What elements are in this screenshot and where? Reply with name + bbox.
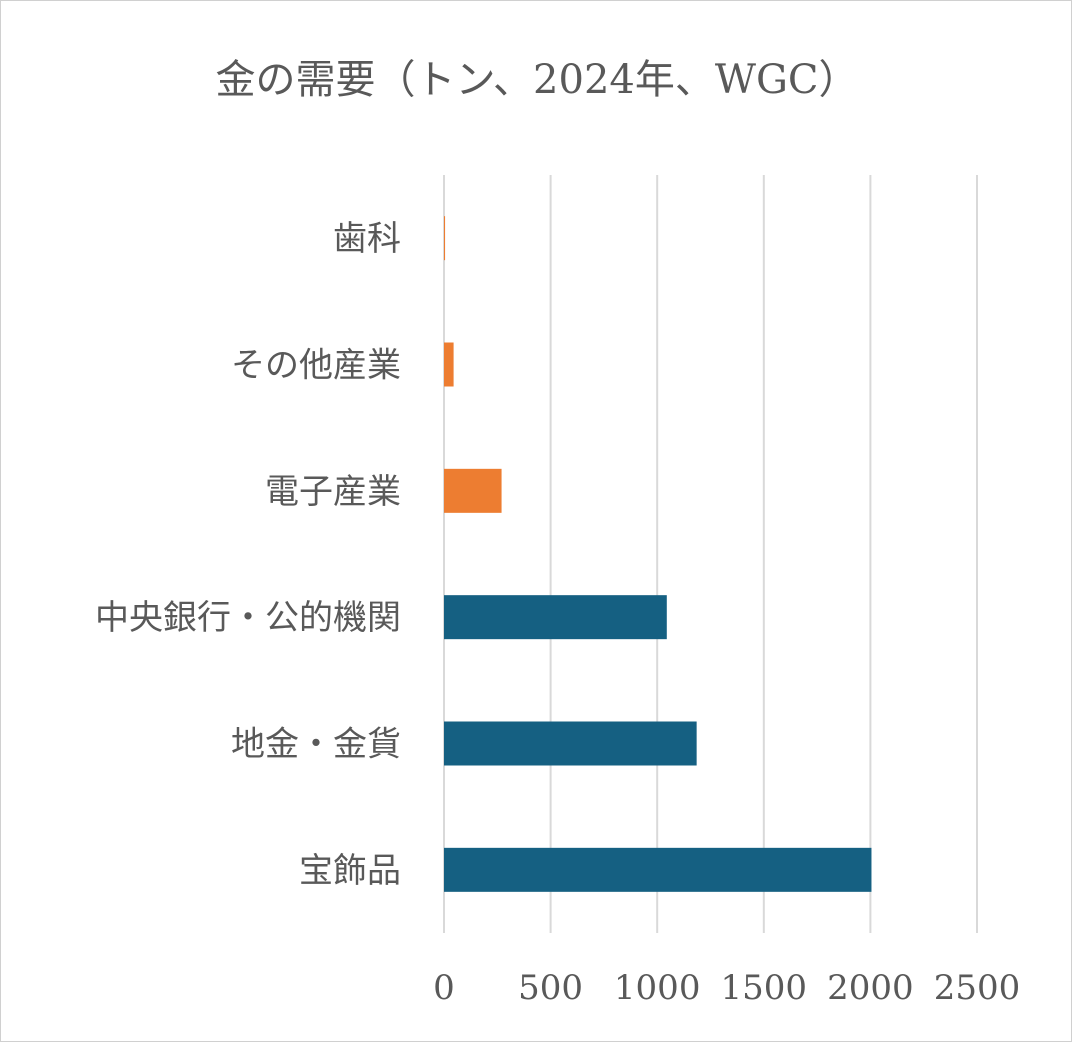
bars <box>444 216 872 892</box>
bar <box>444 847 872 892</box>
bar <box>444 468 502 513</box>
category-label: 中央銀行・公的機関 <box>95 598 401 638</box>
bar <box>444 342 454 387</box>
bar <box>444 721 697 766</box>
x-tick-label: 500 <box>518 968 583 1008</box>
category-label: その他産業 <box>231 346 401 386</box>
x-tick-label: 1000 <box>614 968 701 1008</box>
x-tick-label: 2500 <box>934 968 1021 1008</box>
bar <box>444 595 667 640</box>
category-label: 歯科 <box>333 219 401 259</box>
gridlines <box>443 175 978 933</box>
x-tick-label: 1500 <box>721 968 808 1008</box>
category-label: 宝飾品 <box>299 851 401 891</box>
x-axis-tick-labels: 0 500 1000 1500 2000 2500 <box>433 968 1020 1008</box>
x-tick-label: 0 <box>433 968 455 1008</box>
category-label: 電子産業 <box>265 472 401 512</box>
bar <box>444 216 446 261</box>
chart-title: 金の需要（トン、2024年、WGC） <box>215 57 858 103</box>
category-label: 地金・金貨 <box>231 725 401 765</box>
x-tick-label: 2000 <box>827 968 914 1008</box>
